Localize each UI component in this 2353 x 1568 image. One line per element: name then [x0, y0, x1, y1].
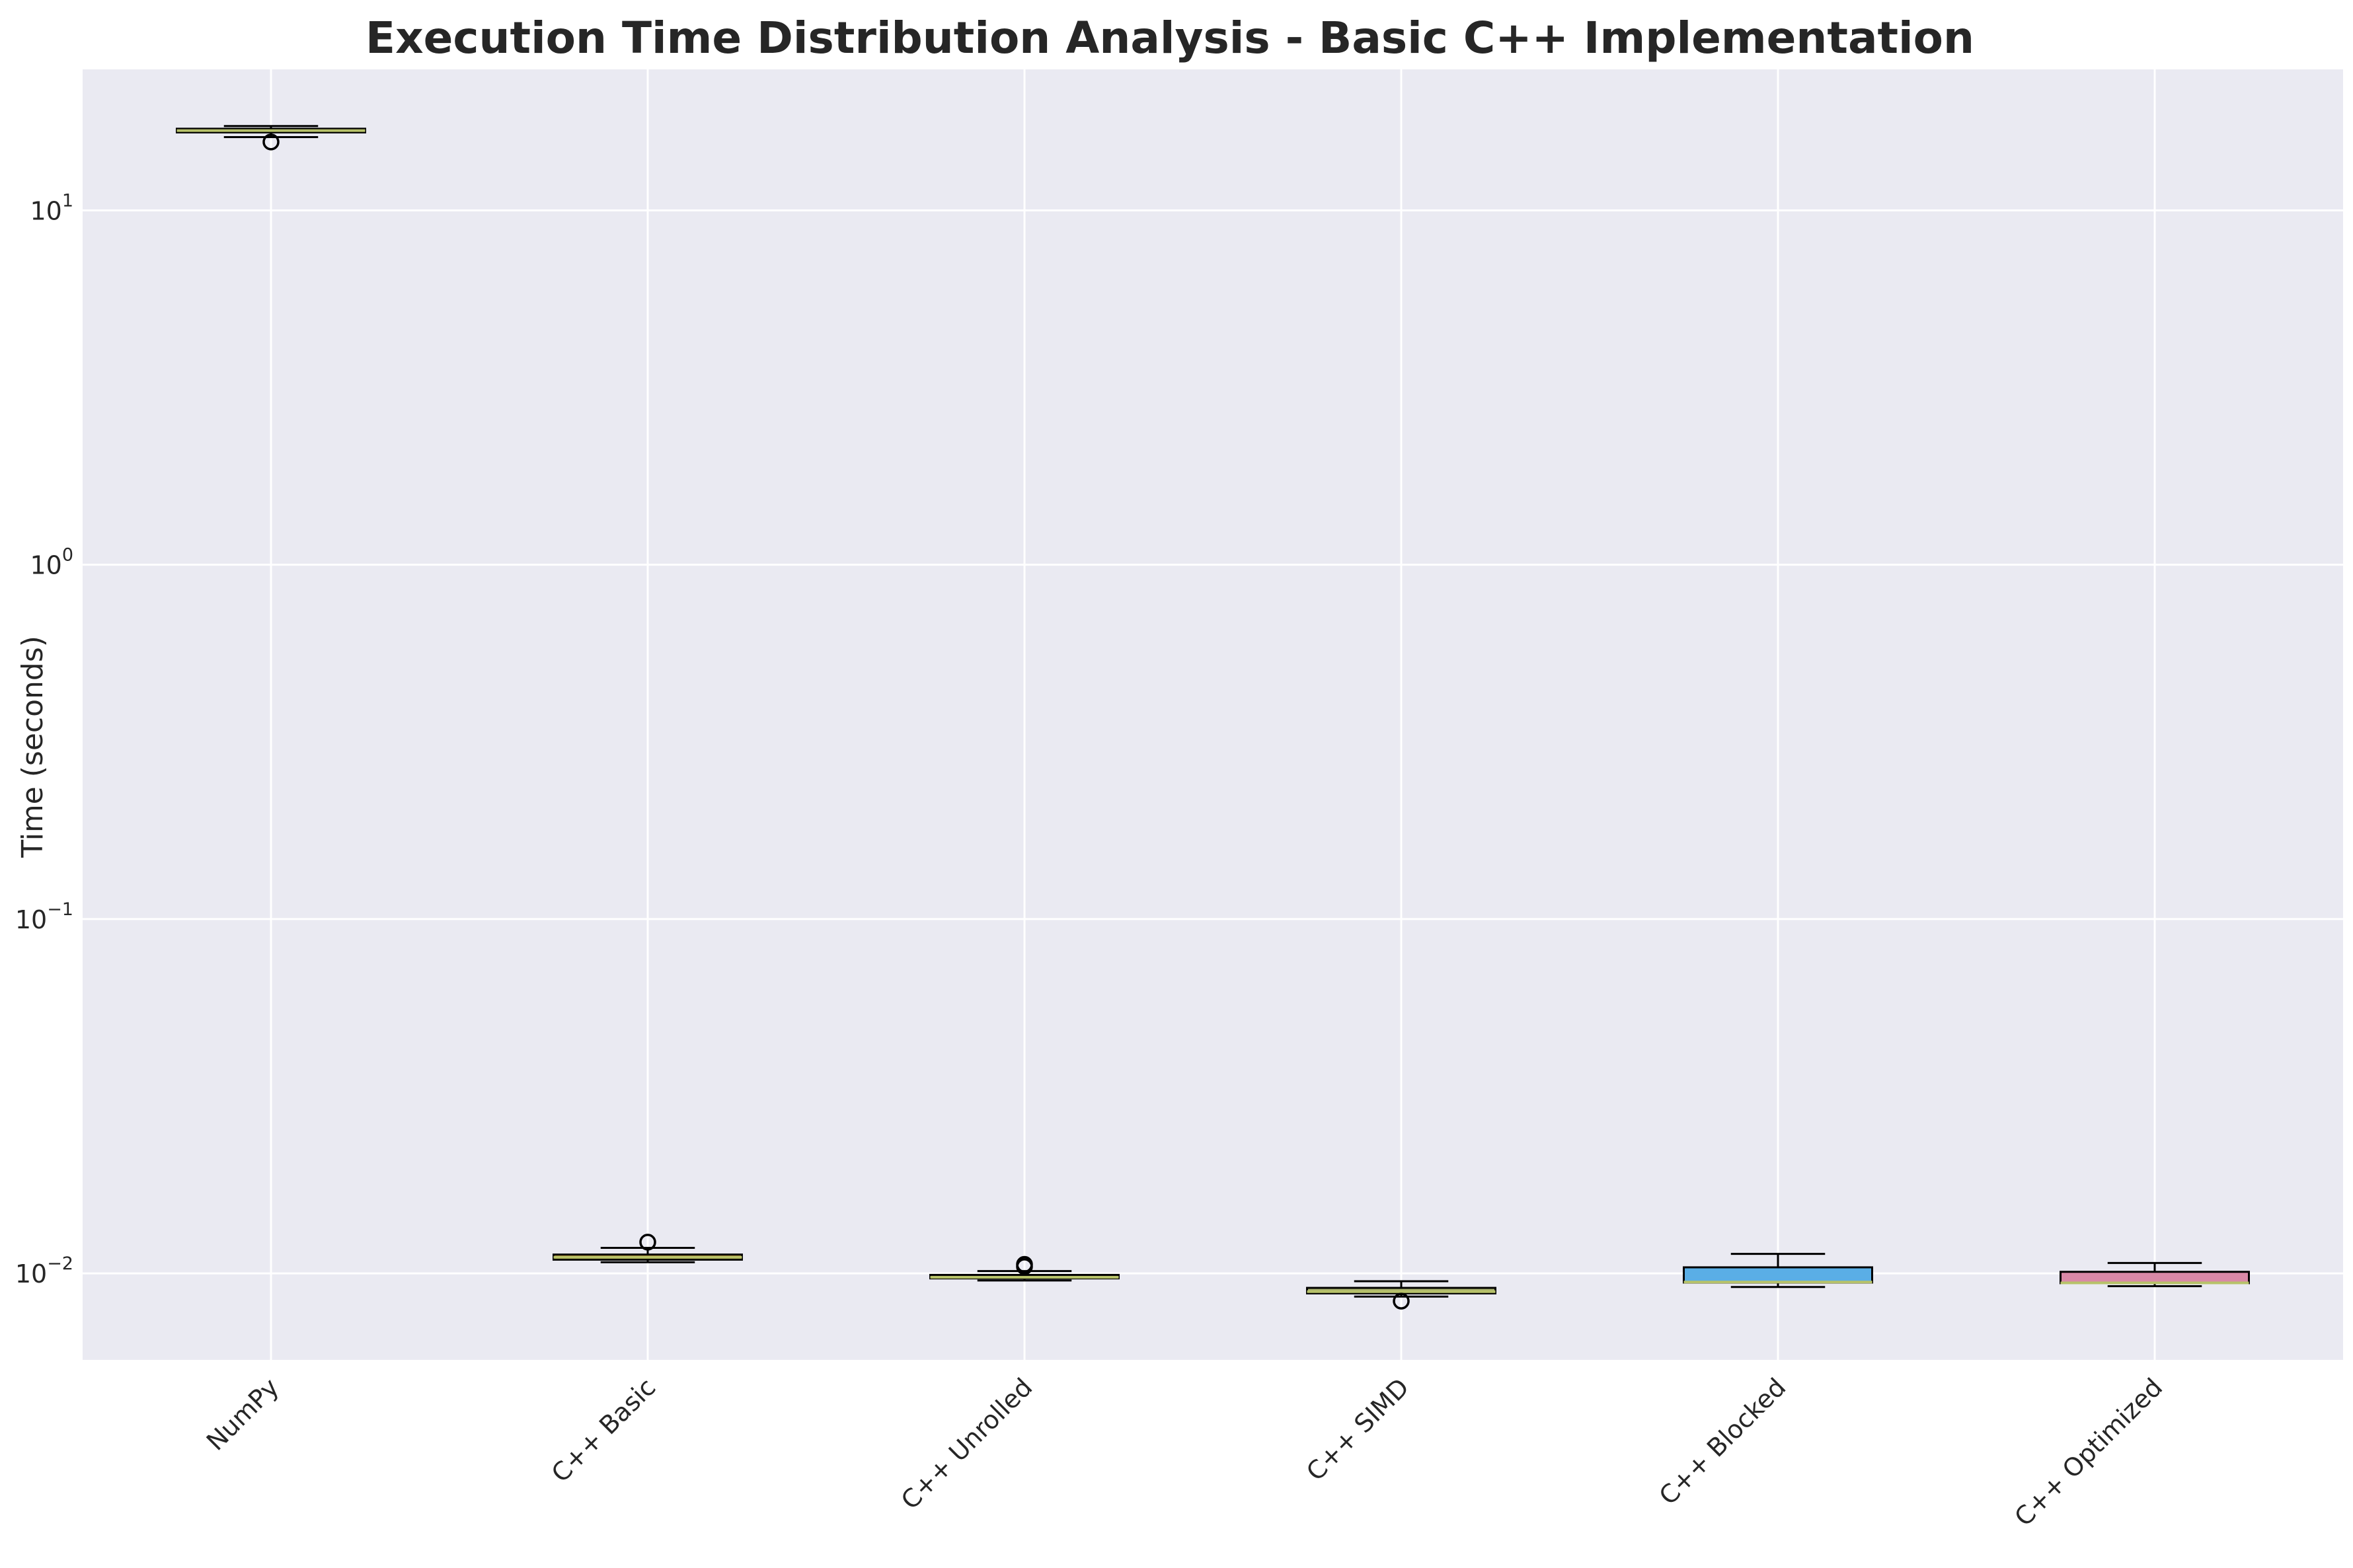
y-tick-label: 101: [30, 190, 73, 225]
y-tick-label: 10−2: [15, 1253, 73, 1288]
box-c-optimized: [2060, 1261, 2250, 1288]
grid-lines: [83, 69, 2343, 1360]
x-tick-label: C++ SIMD: [1301, 1372, 1414, 1486]
x-tick-label: C++ Unrolled: [896, 1372, 1038, 1515]
y-axis-label: Time (seconds): [16, 636, 50, 858]
box-c-basic: [553, 1234, 743, 1263]
y-tick-label: 100: [30, 545, 73, 580]
box-c-blocked: [1683, 1253, 1873, 1288]
box-body: [2060, 1271, 2250, 1285]
box-body: [1683, 1266, 1873, 1284]
outlier-point: [639, 1234, 656, 1251]
box-series: [176, 125, 2250, 1310]
outlier-point: [1393, 1292, 1410, 1310]
x-tick-label: NumPy: [201, 1372, 285, 1456]
y-tick-label: 10−1: [15, 899, 73, 934]
y-axis-ticks: 101 100 10−1 10−2: [15, 190, 73, 1288]
box-numpy: [176, 125, 366, 151]
chart-title: Execution Time Distribution Analysis - B…: [366, 13, 1974, 63]
x-tick-label: C++ Blocked: [1654, 1372, 1792, 1511]
box-c-simd: [1306, 1280, 1496, 1310]
box-c-unrolled: [929, 1255, 1120, 1282]
outlier-point: [1016, 1255, 1033, 1273]
outlier-point: [262, 133, 280, 151]
x-axis-ticks: NumPy C++ Basic C++ Unrolled C++ SIMD C++ Bl…: [201, 1372, 2169, 1532]
x-tick-label: C++ Basic: [546, 1372, 662, 1488]
plot-area: [83, 69, 2343, 1360]
x-tick-label: C++ Optimized: [2009, 1372, 2168, 1532]
